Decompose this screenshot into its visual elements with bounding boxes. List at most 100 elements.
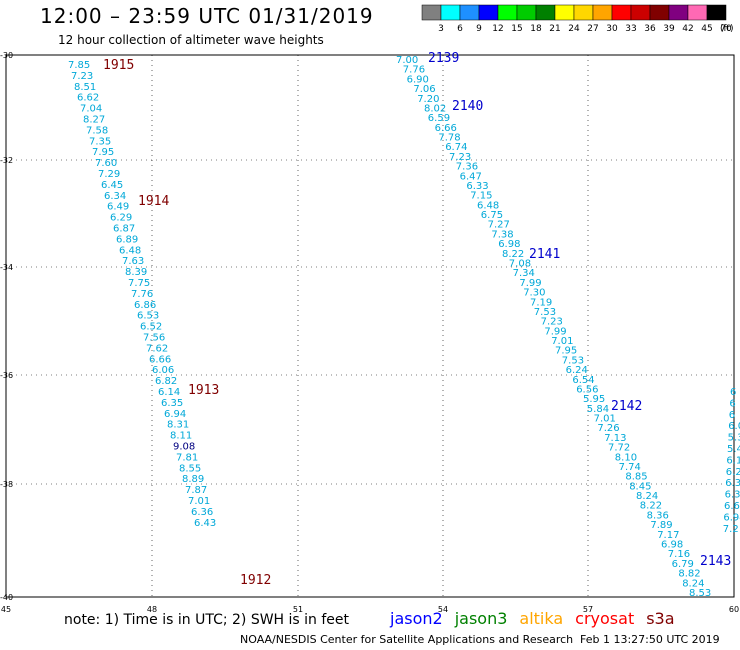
wave-height-value: 7.29	[98, 169, 120, 180]
wave-height-value: 6.45	[101, 180, 123, 191]
wave-height-value: 6.69	[724, 501, 740, 512]
wave-height-value: 8.22	[640, 501, 662, 512]
wave-height-value: 6.98	[661, 540, 683, 551]
wave-height-value: 7.95	[555, 346, 577, 357]
map-frame	[5, 54, 735, 598]
latitude-label: -38	[0, 480, 13, 489]
colorbar-unit: (ft)	[720, 24, 734, 34]
wave-height-value: 7.06	[413, 84, 435, 95]
colorbar-label: 9	[476, 24, 482, 34]
wave-height-value: 8.31	[167, 420, 189, 431]
wave-height-value: 6.14	[158, 387, 180, 398]
wave-height-value: 8.89	[182, 474, 204, 485]
wave-height-value: 7.15	[470, 191, 492, 202]
colorbar-label: 42	[682, 24, 693, 34]
wave-height-value: 7.34	[513, 268, 535, 279]
wave-height-value: 8.51	[74, 82, 96, 93]
wave-height-value: 6.06	[152, 365, 174, 376]
colorbar-label: 39	[663, 24, 675, 34]
wave-height-value: 7.76	[403, 65, 425, 76]
wave-height-value: 7.99	[519, 278, 541, 289]
wave-height-value: 6	[729, 398, 735, 409]
satellite-name: cryosat	[575, 609, 635, 628]
pass-label: 2143	[700, 554, 731, 569]
wave-height-value: 6.86	[134, 300, 156, 311]
pass-label: 1914	[138, 194, 169, 209]
wave-height-value: 7.95	[92, 147, 114, 158]
wave-height-value: 6.52	[140, 322, 162, 333]
wave-height-value: 7.01	[551, 336, 573, 347]
wave-height-value: 7.16	[668, 549, 690, 560]
wave-height-value: 8.22	[502, 249, 524, 260]
colorbar-label: 6	[457, 24, 463, 34]
wave-height-value: 5.84	[587, 404, 609, 415]
wave-height-value: 6.66	[149, 354, 171, 365]
wave-height-value: 7.01	[188, 496, 210, 507]
wave-height-value: 7.19	[530, 297, 552, 308]
pass-label: 2141	[529, 247, 560, 262]
wave-height-value: 7.20	[417, 94, 439, 105]
wave-height-value: 5.34	[728, 433, 740, 444]
wave-height-value: 6	[730, 387, 736, 398]
wave-height-value: 8.39	[125, 267, 147, 278]
latitude-label: -34	[0, 263, 13, 272]
timestamp: Feb 1 13:27:50 UTC 2019	[580, 633, 720, 646]
wave-height-value: 6.90	[407, 74, 429, 85]
colorbar-label: 33	[625, 24, 636, 34]
pass-label: 1915	[103, 58, 134, 73]
wave-height-value: 6.79	[672, 559, 694, 570]
wave-height-value: 6.33	[466, 181, 488, 192]
satellite-name: altika	[519, 609, 564, 628]
wave-height-value: 6.54	[572, 375, 594, 386]
wave-height-value: 7.23	[449, 152, 471, 163]
wave-height-value: 6.98	[498, 239, 520, 250]
wave-height-value: 7.17	[657, 530, 679, 541]
wave-height-value: 6.35	[161, 398, 183, 409]
colorbar-label: 3	[438, 24, 444, 34]
pass-label: 1912	[240, 573, 271, 588]
footer-note: note: 1) Time is in UTC; 2) SWH is in fe…	[64, 612, 350, 628]
wave-height-value: 5.49	[727, 444, 740, 455]
credit-text: NOAA/NESDIS Center for Satellite Applica…	[240, 633, 574, 646]
wave-height-value: 6.33	[725, 478, 740, 489]
pass-label: 2142	[611, 399, 642, 414]
latitude-label: -36	[0, 371, 13, 380]
chart-title: 12:00 – 23:59 UTC 01/31/2019	[40, 4, 374, 28]
satellite-legend: jason2 jason3 altika cryosat s3a	[390, 609, 687, 628]
color-legend: 3 6 9 12 15 18 21 24 27 30 33 36 39 42 45 70(ft)	[421, 4, 734, 34]
wave-height-value: 6.53	[137, 311, 159, 322]
wave-height-value: 7.35	[89, 136, 111, 147]
colorbar-label: 18	[530, 24, 542, 34]
wave-height-value: 7.27	[488, 220, 510, 231]
wave-height-value: 8.45	[629, 481, 651, 492]
pass-label: 2140	[452, 99, 483, 114]
wave-height-value: 8.10	[615, 452, 637, 463]
wave-height-value: 7.62	[146, 343, 168, 354]
wave-height-value: 7.81	[176, 452, 198, 463]
colorbar-swatch	[706, 4, 727, 21]
wave-height-value: 6.47	[460, 171, 482, 182]
wave-height-value: 8.53	[689, 588, 711, 599]
wave-height-value: 7.75	[128, 278, 150, 289]
colorbar-label: 36	[644, 24, 656, 34]
wave-height-value: 7.36	[456, 162, 478, 173]
wave-height-value: 7.60	[95, 158, 117, 169]
wave-height-value: 6.15	[726, 455, 740, 466]
wave-height-value: 8.36	[647, 510, 669, 521]
wave-height-value: 7.76	[131, 289, 153, 300]
wave-height-value: 7.04	[80, 104, 102, 115]
wave-height-value: 6.48	[119, 245, 141, 256]
colorbar-label: 45	[701, 24, 712, 34]
wave-height-value: 7.2	[723, 524, 739, 535]
longitude-label: 54	[438, 605, 448, 614]
colorbar-label: 12	[492, 24, 503, 34]
wave-height-value: 7.78	[438, 133, 460, 144]
wave-height-value: 7.00	[396, 55, 418, 66]
colorbar-label: 70	[720, 24, 732, 34]
wave-height-value: 8.11	[170, 431, 192, 442]
wave-height-value: 7.89	[650, 520, 672, 531]
chart-subtitle: 12 hour collection of altimeter wave hei…	[58, 33, 324, 47]
wave-height-value: 6.49	[107, 202, 129, 213]
wave-height-value: 7.99	[544, 326, 566, 337]
